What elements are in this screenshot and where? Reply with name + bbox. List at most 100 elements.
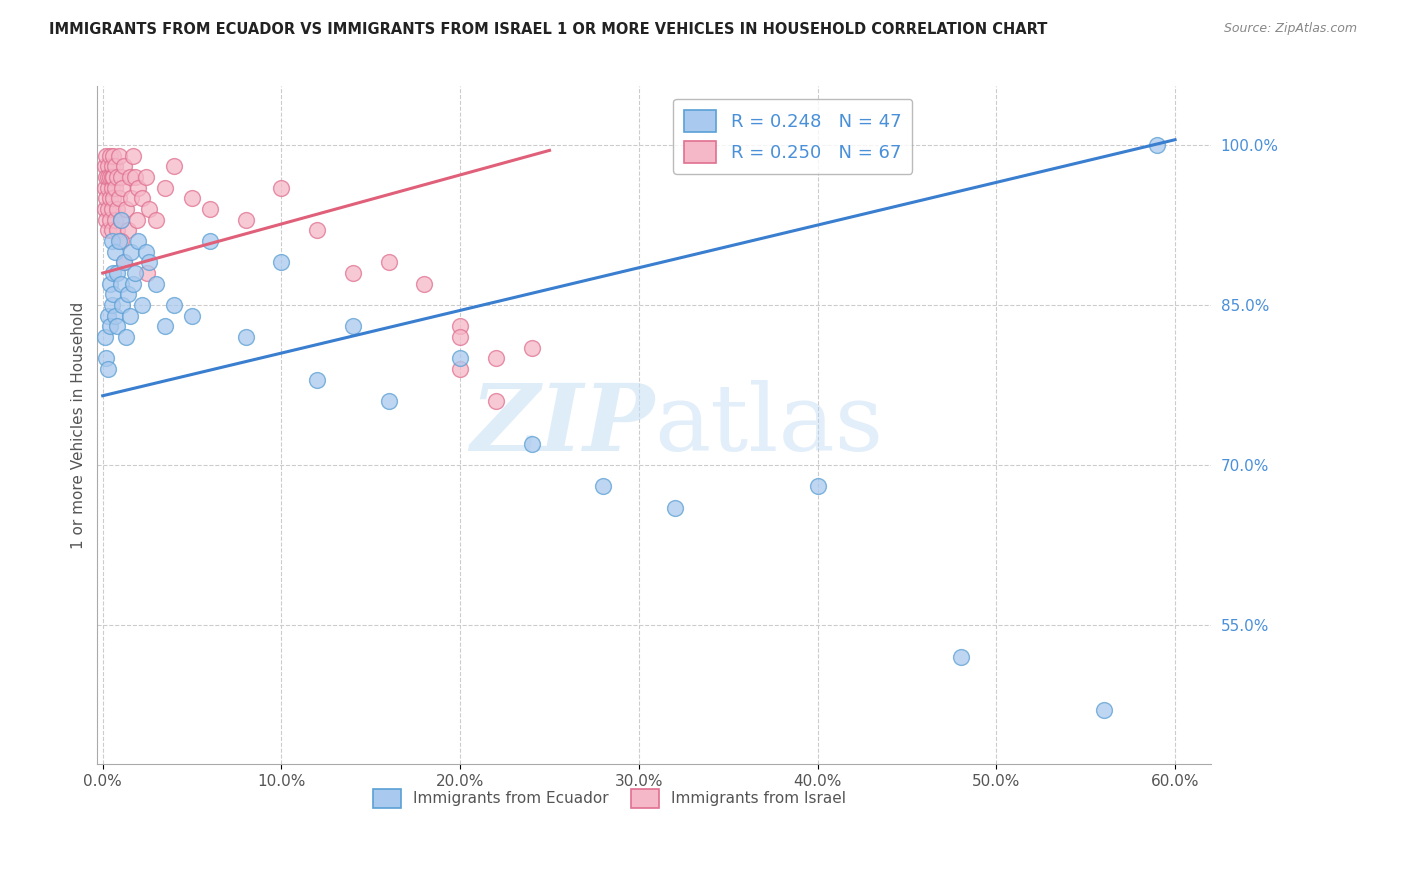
Point xyxy=(111,298,134,312)
Point xyxy=(93,330,115,344)
Point xyxy=(122,277,145,291)
Point xyxy=(1146,138,1168,153)
Point xyxy=(97,309,120,323)
Point xyxy=(98,169,121,184)
Point xyxy=(138,255,160,269)
Point xyxy=(104,212,127,227)
Point xyxy=(136,266,159,280)
Point xyxy=(198,234,221,248)
Text: atlas: atlas xyxy=(654,380,883,470)
Point xyxy=(120,244,142,259)
Point xyxy=(342,266,364,280)
Y-axis label: 1 or more Vehicles in Household: 1 or more Vehicles in Household xyxy=(72,301,86,549)
Point xyxy=(98,319,121,334)
Point xyxy=(155,319,177,334)
Point xyxy=(98,191,121,205)
Point xyxy=(122,149,145,163)
Point xyxy=(107,191,129,205)
Point xyxy=(93,202,115,216)
Point xyxy=(96,351,118,366)
Point xyxy=(592,479,614,493)
Point xyxy=(125,212,148,227)
Point xyxy=(96,212,118,227)
Point xyxy=(98,212,121,227)
Text: IMMIGRANTS FROM ECUADOR VS IMMIGRANTS FROM ISRAEL 1 OR MORE VEHICLES IN HOUSEHOL: IMMIGRANTS FROM ECUADOR VS IMMIGRANTS FR… xyxy=(49,22,1047,37)
Point xyxy=(96,149,118,163)
Point xyxy=(105,266,128,280)
Point xyxy=(100,223,122,237)
Point xyxy=(120,191,142,205)
Point xyxy=(104,160,127,174)
Point xyxy=(97,169,120,184)
Point xyxy=(93,160,115,174)
Point xyxy=(97,223,120,237)
Point xyxy=(100,180,122,194)
Point xyxy=(105,223,128,237)
Point xyxy=(100,169,122,184)
Point xyxy=(103,191,125,205)
Point xyxy=(110,234,132,248)
Point xyxy=(342,319,364,334)
Text: ZIP: ZIP xyxy=(470,380,654,470)
Point xyxy=(100,234,122,248)
Point xyxy=(105,169,128,184)
Point xyxy=(110,169,132,184)
Point xyxy=(104,180,127,194)
Point xyxy=(118,309,141,323)
Point xyxy=(270,255,292,269)
Point xyxy=(93,180,115,194)
Point xyxy=(100,202,122,216)
Point xyxy=(1092,703,1115,717)
Point xyxy=(103,287,125,301)
Text: Source: ZipAtlas.com: Source: ZipAtlas.com xyxy=(1223,22,1357,36)
Point xyxy=(664,500,686,515)
Point xyxy=(449,330,471,344)
Point xyxy=(449,319,471,334)
Point xyxy=(235,212,257,227)
Point xyxy=(449,362,471,376)
Point xyxy=(115,202,138,216)
Point xyxy=(110,212,132,227)
Point xyxy=(124,266,146,280)
Point xyxy=(181,309,204,323)
Point xyxy=(138,202,160,216)
Point xyxy=(377,255,399,269)
Point xyxy=(449,351,471,366)
Point xyxy=(377,394,399,409)
Point xyxy=(112,160,135,174)
Point xyxy=(163,298,186,312)
Point xyxy=(307,373,329,387)
Point xyxy=(96,169,118,184)
Point xyxy=(145,277,167,291)
Point xyxy=(112,255,135,269)
Point xyxy=(96,191,118,205)
Point xyxy=(135,244,157,259)
Legend: Immigrants from Ecuador, Immigrants from Israel: Immigrants from Ecuador, Immigrants from… xyxy=(367,783,852,814)
Point xyxy=(118,169,141,184)
Point xyxy=(110,212,132,227)
Point xyxy=(127,234,149,248)
Point xyxy=(270,180,292,194)
Point xyxy=(107,234,129,248)
Point xyxy=(104,309,127,323)
Point xyxy=(103,266,125,280)
Point xyxy=(110,277,132,291)
Point xyxy=(163,160,186,174)
Point xyxy=(307,223,329,237)
Point xyxy=(235,330,257,344)
Point xyxy=(127,180,149,194)
Point xyxy=(107,149,129,163)
Point xyxy=(100,298,122,312)
Point xyxy=(520,436,543,450)
Point xyxy=(949,650,972,665)
Point xyxy=(98,277,121,291)
Point xyxy=(198,202,221,216)
Point xyxy=(124,169,146,184)
Point xyxy=(97,160,120,174)
Point xyxy=(181,191,204,205)
Point xyxy=(807,479,830,493)
Point xyxy=(145,212,167,227)
Point xyxy=(105,319,128,334)
Point xyxy=(103,169,125,184)
Point xyxy=(520,341,543,355)
